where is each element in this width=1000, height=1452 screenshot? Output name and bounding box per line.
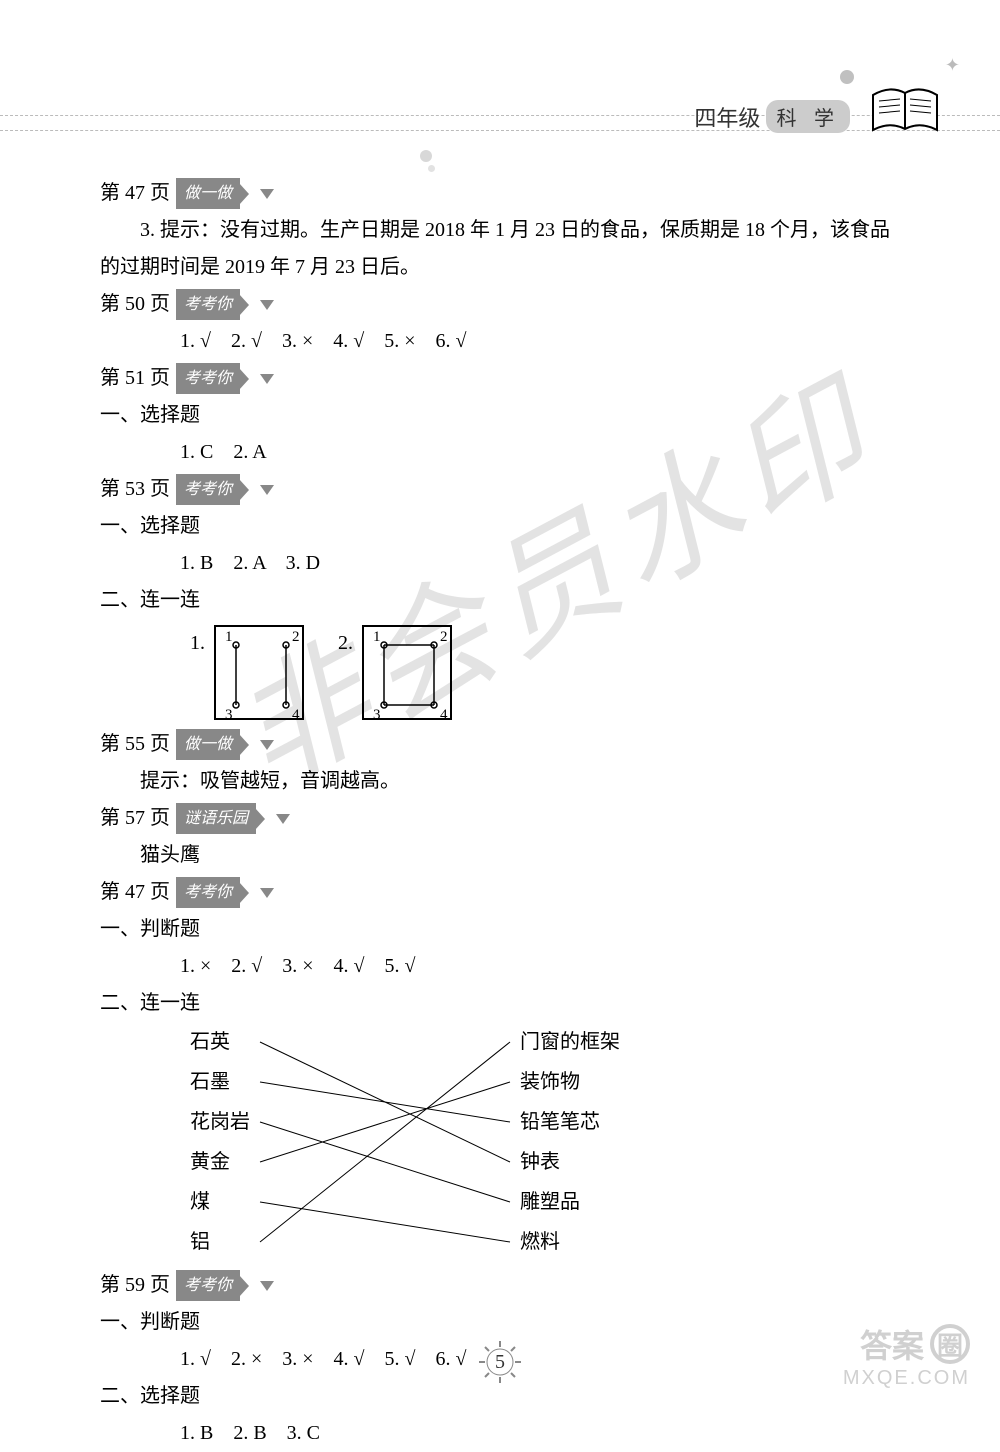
section-heading: 二、连一连 <box>100 582 900 619</box>
svg-text:3: 3 <box>225 707 233 722</box>
diagram-label: 1. <box>190 632 210 654</box>
header-dash-2 <box>0 130 1000 131</box>
section-tag: 考考你 <box>176 363 274 395</box>
section-tag-marker <box>260 485 274 495</box>
page-number: 5 <box>477 1339 523 1385</box>
grade-label: 四年级 <box>694 101 760 133</box>
section-tag: 考考你 <box>176 1270 274 1302</box>
section-tag-arrow <box>239 368 258 390</box>
section-tag-label: 做一做 <box>176 178 240 210</box>
section-heading: 一、判断题 <box>100 911 900 948</box>
bottom-wm-circle: 圈 <box>930 1324 970 1364</box>
section-heading: 一、判断题 <box>100 1304 900 1341</box>
page-reference: 第 55 页 做一做 <box>100 726 900 763</box>
header-dot <box>840 70 854 84</box>
svg-text:2: 2 <box>292 629 300 645</box>
section-tag-label: 做一做 <box>176 729 240 761</box>
svg-text:1: 1 <box>225 629 233 645</box>
section-tag-marker <box>260 1281 274 1291</box>
subject-badge: 科 学 <box>766 100 850 133</box>
section-tag: 做一做 <box>176 729 274 761</box>
page-ref-text: 第 53 页 <box>100 471 170 508</box>
section-tag: 谜语乐园 <box>176 803 290 835</box>
svg-text:3: 3 <box>373 707 381 722</box>
section-tag-arrow <box>239 183 258 205</box>
section-tag-arrow <box>255 808 274 830</box>
spacer <box>308 632 338 654</box>
matching-lines <box>190 1022 690 1267</box>
connection-box: 1 2 3 4 <box>362 625 452 720</box>
bottom-wm-text: 答案 <box>860 1321 924 1367</box>
section-tag-label: 考考你 <box>176 363 240 395</box>
header-dash-1 <box>0 115 1000 116</box>
header-title: 四年级 科 学 <box>694 100 850 133</box>
connection-box: 1 2 3 4 <box>214 625 304 720</box>
section-tag: 考考你 <box>176 474 274 506</box>
page-ref-text: 第 55 页 <box>100 726 170 763</box>
page-reference: 第 53 页 考考你 <box>100 471 900 508</box>
section-heading: 二、连一连 <box>100 985 900 1022</box>
section-tag-label: 考考你 <box>176 289 240 321</box>
page-ref-text: 第 47 页 <box>100 175 170 212</box>
matching-diagram: 石英石墨花岗岩黄金煤铝门窗的框架装饰物铅笔笔芯钟表雕塑品燃料 <box>190 1022 690 1267</box>
body-text: 提示：吸管越短，音调越高。 <box>100 763 900 800</box>
page-ref-text: 第 47 页 <box>100 874 170 911</box>
section-tag-arrow <box>239 479 258 501</box>
svg-text:2: 2 <box>440 629 448 645</box>
section-heading: 一、选择题 <box>100 508 900 545</box>
section-tag-marker <box>260 888 274 898</box>
sparkle-icon: ✦ <box>945 55 960 76</box>
content-region: 第 47 页 做一做3. 提示：没有过期。生产日期是 2018 年 1 月 23… <box>100 175 900 1452</box>
svg-text:4: 4 <box>440 707 448 722</box>
section-tag-marker <box>260 374 274 384</box>
section-tag: 做一做 <box>176 178 274 210</box>
section-tag-marker <box>260 189 274 199</box>
answers-line: 1. C 2. A <box>100 434 900 471</box>
book-icon <box>870 85 940 140</box>
page-reference: 第 59 页 考考你 <box>100 1267 900 1304</box>
section-tag-arrow <box>239 882 258 904</box>
header-decoration: ✦ 四年级 科 学 <box>0 0 1000 150</box>
page-number-value: 5 <box>495 1351 505 1374</box>
answers-line: 1. B 2. A 3. D <box>100 545 900 582</box>
section-tag-arrow <box>239 734 258 756</box>
header-dot-3 <box>428 165 435 172</box>
connect-diagram-row: 1. 1 2 3 4 2. 1 2 3 4 <box>190 625 900 720</box>
section-tag-marker <box>276 814 290 824</box>
body-text: 3. 提示：没有过期。生产日期是 2018 年 1 月 23 日的食品，保质期是… <box>100 212 900 286</box>
answers-line: 1. × 2. √ 3. × 4. √ 5. √ <box>100 948 900 985</box>
header-dot-2 <box>420 150 432 162</box>
section-tag-label: 考考你 <box>176 877 240 909</box>
section-tag-label: 考考你 <box>176 474 240 506</box>
page-ref-text: 第 57 页 <box>100 800 170 837</box>
page-ref-text: 第 59 页 <box>100 1267 170 1304</box>
page-reference: 第 47 页 做一做 <box>100 175 900 212</box>
page-ref-text: 第 51 页 <box>100 360 170 397</box>
page-ref-text: 第 50 页 <box>100 286 170 323</box>
section-tag-marker <box>260 740 274 750</box>
section-tag-marker <box>260 300 274 310</box>
svg-text:1: 1 <box>373 629 381 645</box>
section-tag: 考考你 <box>176 289 274 321</box>
page-reference: 第 57 页 谜语乐园 <box>100 800 900 837</box>
page-reference: 第 51 页 考考你 <box>100 360 900 397</box>
section-heading: 一、选择题 <box>100 397 900 434</box>
section-tag-arrow <box>239 294 258 316</box>
page-reference: 第 50 页 考考你 <box>100 286 900 323</box>
body-text: 猫头鹰 <box>100 837 900 874</box>
page-reference: 第 47 页 考考你 <box>100 874 900 911</box>
section-tag: 考考你 <box>176 877 274 909</box>
diagram-label: 2. <box>338 632 358 654</box>
answers-line: 1. √ 2. √ 3. × 4. √ 5. × 6. √ <box>100 323 900 360</box>
section-tag-label: 考考你 <box>176 1270 240 1302</box>
answers-line: 1. B 2. B 3. C <box>100 1415 900 1452</box>
section-tag-arrow <box>239 1275 258 1297</box>
bottom-watermark: 答案 圈 MXQE.COM <box>843 1321 970 1390</box>
bottom-wm-url: MXQE.COM <box>843 1367 970 1390</box>
svg-text:4: 4 <box>292 707 300 722</box>
section-tag-label: 谜语乐园 <box>176 803 256 835</box>
